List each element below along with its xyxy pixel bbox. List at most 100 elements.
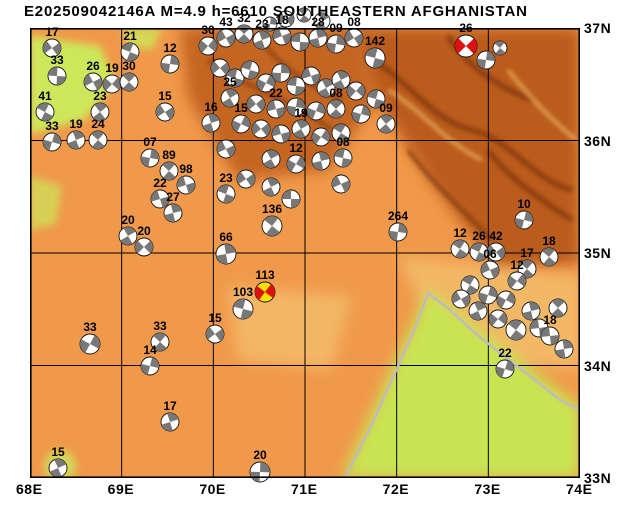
focal-mechanism-label: 19	[69, 117, 83, 131]
focal-mechanism-label: 17	[520, 246, 534, 260]
focal-mechanism: 21	[120, 29, 140, 62]
beachball-quadrants	[487, 244, 505, 260]
map-frame	[30, 28, 581, 478]
focal-mechanism: 12	[286, 141, 306, 174]
focal-mechanism: 08	[333, 135, 353, 168]
beachball-quadrants	[43, 40, 61, 56]
beachball-quadrants	[489, 312, 507, 326]
focal-mechanism	[505, 319, 527, 341]
focal-mechanism-label: 12	[453, 226, 467, 240]
beachball-quadrants	[202, 114, 220, 132]
focal-mechanism: 19	[102, 61, 122, 94]
focal-mechanism	[316, 78, 336, 98]
focal-mechanism: 30	[198, 23, 218, 56]
beachball-quadrants	[515, 211, 533, 229]
beachball-quadrants	[332, 175, 350, 193]
beachball-quadrants	[287, 77, 305, 95]
beachball-quadrants	[49, 459, 67, 477]
beachball-quadrants	[542, 248, 556, 266]
beachball-quadrants	[199, 39, 217, 53]
focal-mechanism-label: 08	[336, 135, 350, 149]
focal-mechanism	[521, 301, 541, 321]
focal-mechanism	[496, 290, 516, 310]
focal-mechanism-label: 22	[269, 86, 283, 100]
graticule	[30, 28, 580, 478]
beachball-quadrants	[367, 90, 385, 108]
focal-mechanism-label: 98	[179, 162, 193, 176]
beachball-quadrants	[469, 302, 487, 320]
focal-mechanism-label: 142	[365, 34, 385, 48]
beachball-quadrants	[312, 129, 330, 145]
focal-mechanism: 142	[364, 34, 386, 69]
focal-mechanism	[301, 66, 321, 86]
beachball-quadrants	[216, 244, 236, 264]
focal-mechanism-label: 28	[311, 15, 325, 29]
ridge-line	[364, 53, 573, 193]
beachball-quadrants	[253, 31, 271, 49]
beachball-quadrants	[302, 67, 320, 85]
beachball-quadrants	[318, 79, 334, 97]
lat-label-35N: 35N	[584, 245, 612, 261]
focal-mechanism: 15	[231, 101, 251, 134]
focal-mechanism	[271, 124, 291, 144]
beachball-quadrants	[278, 12, 294, 26]
focal-mechanism-label: 12	[163, 41, 177, 55]
beachball-quadrants	[389, 223, 407, 241]
focal-mechanism-label: 23	[219, 171, 233, 185]
beachball-quadrants	[92, 103, 108, 121]
focal-mechanism: 16	[201, 100, 221, 133]
beachball-quadrants	[273, 27, 291, 45]
focal-mechanism	[271, 63, 291, 83]
beachball-quadrants	[177, 176, 195, 194]
focal-mechanism-label: 18	[275, 13, 289, 27]
focal-mechanism: 12	[160, 41, 180, 74]
focal-mechanism: 42	[486, 229, 506, 262]
focal-mechanism-label: 12	[289, 141, 303, 155]
lat-label-37N: 37N	[584, 20, 612, 36]
map-area: 17 33 21 26 19 30 41 23 15 12 33 19 24 07 89 98 22 27 20 20…	[30, 7, 581, 483]
vegetation-west	[30, 176, 62, 230]
beachball-quadrants	[233, 299, 253, 319]
focal-mechanism	[331, 70, 351, 90]
focal-mechanism: 07	[140, 135, 160, 168]
beachball-quadrants	[287, 156, 305, 172]
focal-mechanism-label: 14	[143, 343, 157, 357]
lowland-center	[228, 286, 352, 370]
beachball-quadrants	[452, 240, 468, 258]
beachball-quadrants	[477, 51, 495, 69]
focal-mechanism	[262, 16, 278, 32]
ridge-highlight	[386, 88, 483, 162]
focal-mechanism-label: 27	[166, 190, 180, 204]
focal-mechanism	[277, 10, 295, 28]
beachball-quadrants	[80, 335, 100, 353]
focal-mechanism	[488, 309, 508, 329]
beachball-quadrants	[291, 33, 309, 51]
focal-mechanism-label: 20	[121, 213, 135, 227]
focal-mechanism-label: 18	[543, 313, 557, 327]
focal-mechanism: 98	[176, 162, 196, 195]
focal-mechanism-label: 20	[253, 448, 267, 462]
beachball-quadrants	[345, 30, 363, 46]
focal-mechanism: 41	[35, 89, 55, 122]
focal-mechanism	[554, 339, 574, 359]
beachball-quadrants	[255, 284, 275, 300]
focal-mechanism-label: 103	[233, 285, 253, 299]
beachball-quadrants	[222, 89, 238, 107]
focal-mechanism	[306, 101, 326, 121]
focal-mechanism: 22	[150, 176, 170, 209]
beachball-quadrants	[365, 48, 385, 68]
focal-mechanism-label: 33	[153, 319, 167, 333]
beachball-quadrants	[121, 43, 139, 61]
focal-mechanism-label: 06	[483, 247, 497, 261]
beachball-quadrants	[122, 73, 136, 91]
beachball-quadrants	[161, 413, 179, 431]
beachball-quadrants	[151, 190, 169, 208]
beachball-quadrants	[217, 185, 235, 203]
focal-mechanism	[331, 174, 351, 194]
beachball-quadrants	[252, 122, 270, 136]
beachball-quadrants	[237, 171, 255, 187]
beachball-quadrants	[262, 178, 280, 196]
focal-mechanism	[331, 123, 351, 143]
focal-mechanism-label: 16	[204, 100, 218, 114]
